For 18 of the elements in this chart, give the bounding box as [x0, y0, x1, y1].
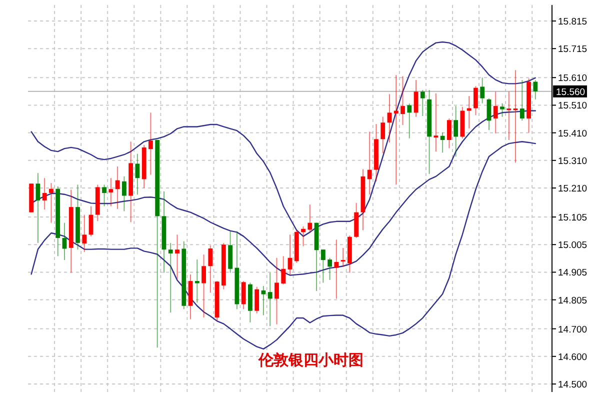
line-series: [30, 141, 536, 350]
y-tick-label: 15.105: [558, 212, 588, 224]
y-tick-label: 15.510: [558, 100, 588, 112]
y-tick-label: 14.500: [558, 379, 588, 390]
text: 伦敦银四小时图: [257, 351, 364, 369]
y-tick-label: 15.310: [558, 156, 588, 167]
y-tick-label: 15.210: [558, 184, 588, 195]
y-tick-label: 14.905: [558, 268, 588, 279]
y-tick-label: 15.005: [558, 240, 588, 252]
y-tick-label: 15.715: [558, 44, 588, 56]
y-tick-label: 15.610: [558, 73, 588, 84]
ref-line-label: 15.560: [556, 86, 586, 98]
y-tick-label: 15.815: [558, 16, 588, 28]
y-tick-label: 14.805: [558, 295, 588, 306]
line-series: [30, 41, 536, 237]
y-tick-label: 14.600: [558, 352, 588, 363]
y-tick-label: 15.410: [558, 128, 588, 140]
y-tick-label: 14.700: [558, 324, 588, 336]
